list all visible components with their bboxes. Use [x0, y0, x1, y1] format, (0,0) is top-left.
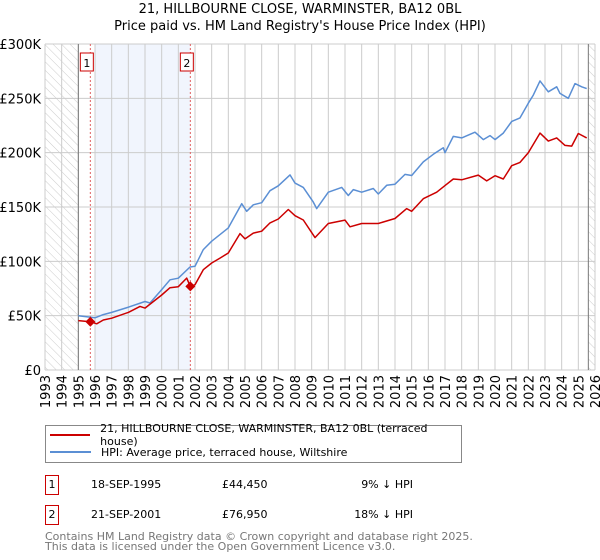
legend-item-hpi: HPI: Average price, terraced house, Wilt…	[50, 444, 347, 460]
legend: 21, HILLBOURNE CLOSE, WARMINSTER, BA12 0…	[45, 422, 462, 463]
x-tick-label: 2017	[439, 375, 454, 408]
x-tick-label: 2003	[206, 375, 221, 408]
sale-badge-label: 2	[183, 57, 190, 70]
x-tick-label: 2023	[539, 375, 554, 408]
x-tick-label: 2021	[506, 375, 521, 408]
x-tick-label: 2001	[172, 375, 187, 408]
x-tick-label: 2015	[406, 375, 421, 408]
sale-badge-label: 1	[83, 57, 90, 70]
x-tick-label: 2022	[522, 375, 537, 408]
y-tick-label: £300K	[0, 38, 41, 53]
y-tick-label: £200K	[0, 147, 41, 162]
x-tick-label: 2007	[272, 375, 287, 408]
x-tick-label: 1999	[139, 375, 154, 408]
x-tick-label: 2010	[322, 375, 337, 408]
x-tick-label: 2018	[456, 375, 471, 408]
red-line-swatch	[50, 434, 91, 436]
x-tick-label: 2006	[256, 375, 271, 408]
hpi-line	[78, 80, 587, 319]
x-tick-label: 1993	[39, 375, 54, 408]
x-tick-label: 2008	[289, 375, 304, 408]
sale-marker-badge: 1	[45, 475, 59, 495]
x-tick-label: 2002	[189, 375, 204, 408]
sale-hpi-diff: 18% ↓ HPI	[354, 508, 413, 521]
x-tick-label: 2012	[356, 375, 371, 408]
sale-hpi-diff: 9% ↓ HPI	[361, 478, 413, 491]
x-tick-label: 2005	[239, 375, 254, 408]
x-tick-label: 2011	[339, 375, 354, 408]
sale-marker-badge: 2	[45, 505, 59, 525]
sale-date: 18-SEP-1995	[91, 478, 162, 491]
x-tick-label: 1994	[56, 375, 71, 408]
footer-copyright: Contains HM Land Registry data © Crown c…	[45, 530, 473, 543]
x-tick-label: 1996	[89, 375, 104, 408]
chart-subtitle: Price paid vs. HM Land Registry's House …	[114, 19, 486, 34]
sale-badge-box	[179, 52, 194, 72]
y-tick-label: £150K	[0, 201, 41, 216]
footer-licence: This data is licensed under the Open Gov…	[45, 540, 396, 553]
x-tick-label: 1998	[122, 375, 137, 408]
x-tick-label: 2025	[572, 375, 587, 408]
sale-date: 21-SEP-2001	[91, 508, 162, 521]
sale-price: £44,450	[222, 478, 268, 491]
footer-notice: Contains HM Land Registry data © Crown c…	[45, 530, 473, 553]
sale-point	[85, 316, 96, 327]
sale-row-1: 1 18-SEP-1995 £44,450 9% ↓ HPI	[45, 475, 465, 495]
x-tick-label: 2020	[489, 375, 504, 408]
chart-title: 21, HILLBOURNE CLOSE, WARMINSTER, BA12 0…	[138, 2, 462, 17]
y-tick-label: £0	[24, 364, 41, 379]
price-paid-line	[78, 132, 588, 325]
sale-price: £76,950	[222, 508, 268, 521]
x-tick-label: 2004	[222, 375, 237, 408]
x-tick-label: 2014	[389, 375, 404, 408]
sale-row-2: 2 21-SEP-2001 £76,950 18% ↓ HPI	[45, 505, 465, 525]
x-tick-label: 2000	[156, 375, 171, 408]
x-tick-label: 2013	[372, 375, 387, 408]
legend-item-property: 21, HILLBOURNE CLOSE, WARMINSTER, BA12 0…	[50, 422, 461, 448]
x-tick-label: 2026	[589, 375, 600, 408]
legend-label-hpi: HPI: Average price, terraced house, Wilt…	[101, 445, 348, 459]
x-tick-label: 2024	[556, 375, 571, 408]
blue-line-swatch	[50, 451, 91, 453]
x-tick-label: 1997	[106, 375, 121, 408]
y-tick-label: £100K	[0, 255, 41, 270]
x-tick-label: 1995	[72, 375, 87, 408]
y-tick-label: £250K	[0, 92, 41, 107]
x-tick-label: 2009	[306, 375, 321, 408]
sale-badge-box	[79, 52, 94, 72]
x-tick-label: 2019	[472, 375, 487, 408]
x-tick-label: 2016	[422, 375, 437, 408]
legend-label-property: 21, HILLBOURNE CLOSE, WARMINSTER, BA12 0…	[100, 422, 428, 448]
y-tick-label: £50K	[8, 310, 42, 325]
sale-point	[185, 281, 196, 292]
